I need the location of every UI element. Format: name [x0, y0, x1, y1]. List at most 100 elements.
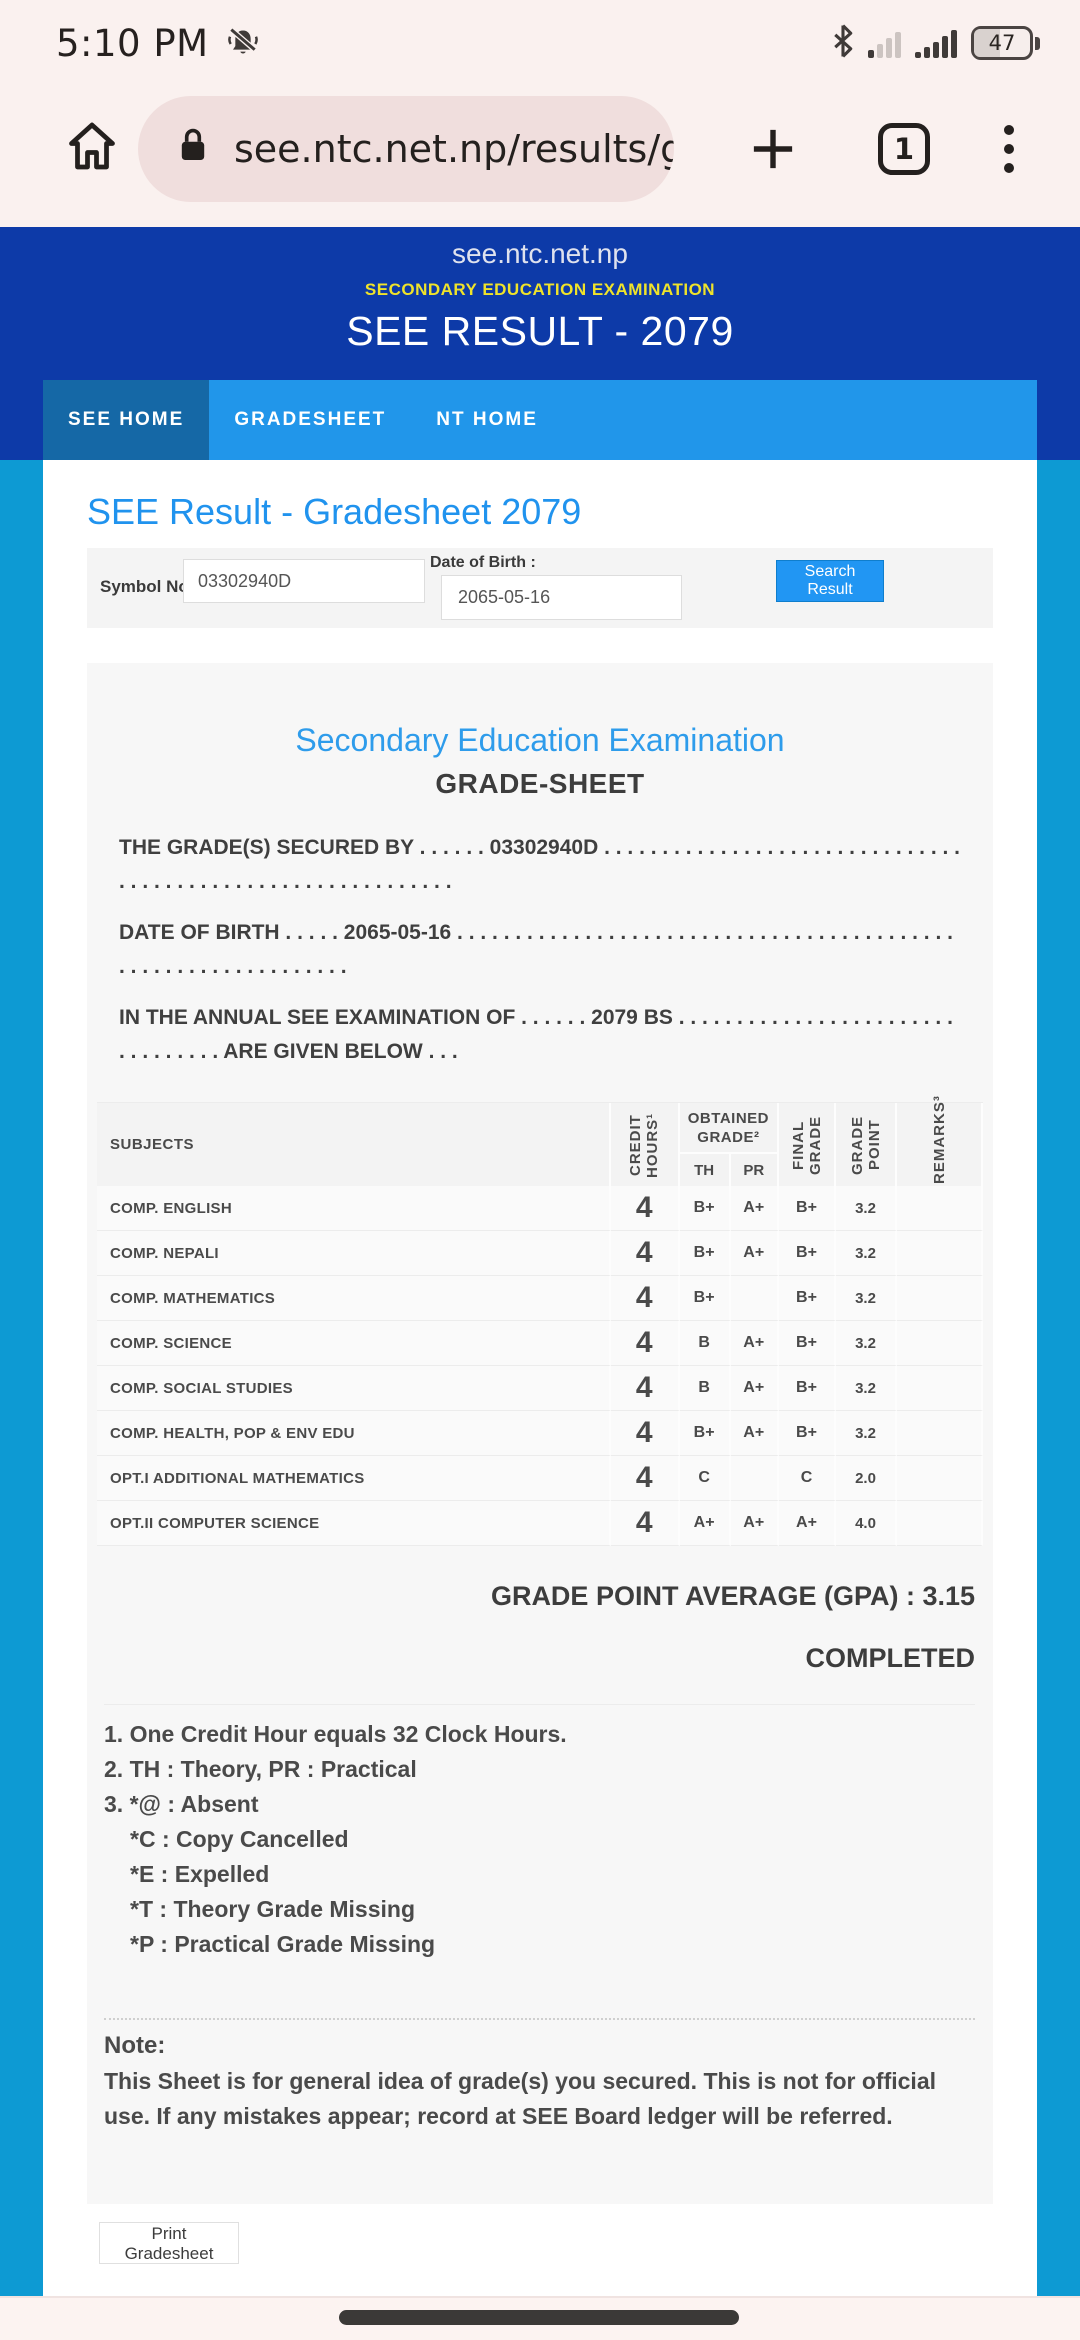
cell-point: 3.2	[836, 1366, 897, 1411]
cell-final: A+	[779, 1501, 836, 1546]
cell-final: B+	[779, 1186, 836, 1231]
cell-final: B+	[779, 1411, 836, 1456]
col-subjects: SUBJECTS	[97, 1103, 611, 1186]
cell-point: 2.0	[836, 1456, 897, 1501]
cell-remarks	[897, 1456, 983, 1501]
nav-item-gradesheet[interactable]: GRADESHEET	[234, 409, 387, 430]
site-domain: see.ntc.net.np	[452, 238, 628, 269]
cell-credit: 4	[610, 1501, 680, 1546]
cell-point: 3.2	[836, 1276, 897, 1321]
footnote: 2. TH : Theory, PR : Practical	[104, 1756, 417, 1782]
cell-th: B+	[679, 1231, 731, 1276]
bluetooth-icon	[832, 23, 854, 63]
footnote: *T : Theory Grade Missing	[130, 1896, 415, 1922]
url-bar[interactable]: see.ntc.net.np/results/gra	[138, 95, 674, 202]
cell-remarks	[897, 1231, 983, 1276]
cell-pr	[730, 1456, 779, 1501]
cell-subject: COMP. NEPALI	[97, 1231, 611, 1276]
system-nav-bar	[0, 2296, 1080, 2340]
nav-bar: SEE HOME GRADESHEET NT HOME	[43, 380, 1037, 460]
browser-menu-button[interactable]	[1004, 124, 1014, 173]
home-button[interactable]	[62, 116, 122, 181]
cell-credit: 4	[610, 1456, 680, 1501]
lock-icon	[176, 125, 210, 172]
print-gradesheet-button[interactable]: Print Gradesheet	[99, 2222, 239, 2264]
search-form: Symbol No : Date of Birth : Search Resul…	[87, 548, 993, 628]
cell-pr	[730, 1276, 779, 1321]
note-text: This Sheet is for general idea of grade(…	[104, 2068, 936, 2129]
cell-remarks	[897, 1366, 983, 1411]
symbol-no-input[interactable]	[183, 559, 425, 603]
cell-subject: COMP. SCIENCE	[97, 1321, 611, 1366]
exam-org-title: Secondary Education Examination	[295, 722, 785, 758]
col-obtained-grade: OBTAINED GRADE²	[679, 1103, 779, 1155]
browser-toolbar: see.ntc.net.np/results/gra 1	[0, 86, 1080, 227]
page-title: SEE Result - Gradesheet 2079	[87, 491, 582, 532]
col-pr: PR	[730, 1154, 779, 1186]
url-text: see.ntc.net.np/results/gra	[234, 126, 674, 171]
cell-subject: OPT.II COMPUTER SCIENCE	[97, 1501, 611, 1546]
tab-switcher-button[interactable]: 1	[878, 122, 930, 175]
cell-subject: COMP. SOCIAL STUDIES	[97, 1366, 611, 1411]
footnote: 3. *@ : Absent	[104, 1791, 259, 1817]
signal-sim2-icon	[915, 28, 957, 58]
cell-pr: A+	[730, 1321, 779, 1366]
table-row: COMP. SOCIAL STUDIES 4 B A+ B+ 3.2	[97, 1366, 983, 1411]
cell-final: C	[779, 1456, 836, 1501]
divider	[104, 2018, 975, 2020]
table-row: COMP. ENGLISH 4 B+ A+ B+ 3.2	[97, 1186, 983, 1231]
cell-th: B	[679, 1366, 731, 1411]
dob-input[interactable]	[441, 575, 682, 620]
footnote: 1. One Credit Hour equals 32 Clock Hours…	[104, 1721, 567, 1747]
new-tab-button[interactable]	[746, 122, 800, 176]
line-grades-secured-by: THE GRADE(S) SECURED BY . . . . . . 0330…	[119, 836, 960, 893]
grades-table: SUBJECTS CREDIT HOURS¹ OBTAINED GRADE² F…	[97, 1095, 983, 1546]
cell-credit: 4	[610, 1276, 680, 1321]
cell-pr: A+	[730, 1186, 779, 1231]
search-result-button[interactable]: Search Result	[776, 560, 884, 602]
nav-item-nt-home[interactable]: NT HOME	[436, 409, 538, 430]
cell-th: B	[679, 1321, 731, 1366]
cell-pr: A+	[730, 1501, 779, 1546]
table-row: COMP. MATHEMATICS 4 B+ B+ 3.2	[97, 1276, 983, 1321]
cell-final: B+	[779, 1276, 836, 1321]
cell-th: B+	[679, 1411, 731, 1456]
line-date-of-birth: DATE OF BIRTH . . . . . 2065-05-16 . . .…	[119, 921, 953, 978]
footnote: *C : Copy Cancelled	[130, 1826, 349, 1852]
col-th: TH	[679, 1154, 731, 1186]
col-remarks: REMARKS³	[897, 1095, 983, 1186]
table-row: OPT.I ADDITIONAL MATHEMATICS 4 C C 2.0	[97, 1456, 983, 1501]
dob-label: Date of Birth :	[430, 554, 536, 571]
cell-point: 4.0	[836, 1501, 897, 1546]
battery-icon: 47	[971, 26, 1033, 60]
table-row: COMP. SCIENCE 4 B A+ B+ 3.2	[97, 1321, 983, 1366]
cell-credit: 4	[610, 1321, 680, 1366]
cell-final: B+	[779, 1231, 836, 1276]
cell-remarks	[897, 1276, 983, 1321]
result-status: COMPLETED	[805, 1643, 975, 1673]
page: SEE Result - Gradesheet 2079 Symbol No :…	[43, 460, 1037, 2296]
cell-remarks	[897, 1501, 983, 1546]
nav-item-see-home[interactable]: SEE HOME	[43, 380, 210, 460]
cell-point: 3.2	[836, 1321, 897, 1366]
cell-pr: A+	[730, 1411, 779, 1456]
cell-subject: OPT.I ADDITIONAL MATHEMATICS	[97, 1456, 611, 1501]
table-row: COMP. NEPALI 4 B+ A+ B+ 3.2	[97, 1231, 983, 1276]
cell-credit: 4	[610, 1231, 680, 1276]
gpa-line: GRADE POINT AVERAGE (GPA) : 3.15	[490, 1581, 975, 1611]
battery-indicator: 47	[971, 26, 1040, 60]
cell-th: C	[679, 1456, 731, 1501]
gradesheet-card: Secondary Education Examination GRADE-SH…	[87, 663, 993, 2204]
cell-credit: 4	[610, 1411, 680, 1456]
status-bar: 5:10 PM	[0, 0, 1080, 86]
clock: 5:10 PM	[56, 21, 209, 65]
footnote: *E : Expelled	[130, 1861, 270, 1887]
notifications-muted-icon	[223, 23, 263, 63]
cell-remarks	[897, 1411, 983, 1456]
symbol-no-label: Symbol No :	[100, 577, 200, 596]
gesture-handle[interactable]	[339, 2310, 739, 2325]
cell-final: B+	[779, 1321, 836, 1366]
cell-remarks	[897, 1186, 983, 1231]
battery-percent: 47	[988, 31, 1016, 55]
